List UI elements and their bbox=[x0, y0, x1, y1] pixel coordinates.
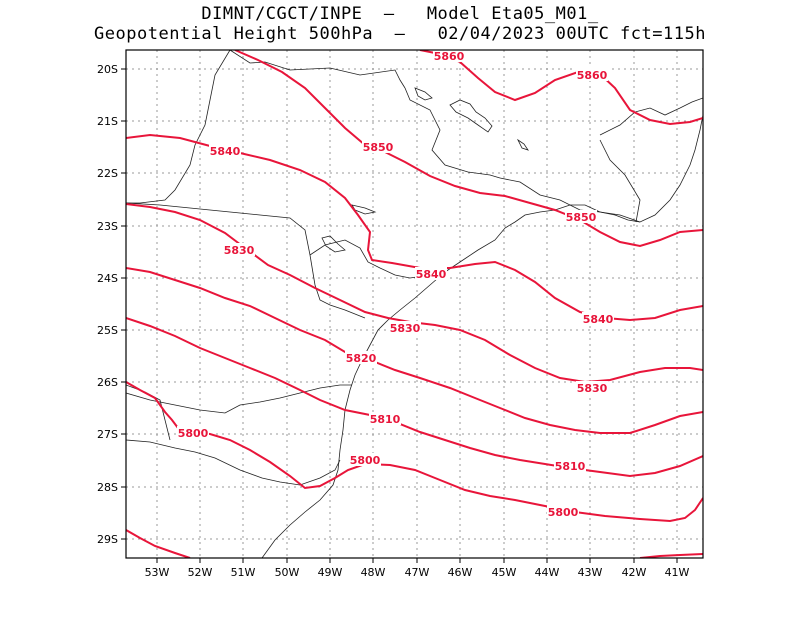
state-border-ms-pr bbox=[126, 202, 366, 319]
plot-frame bbox=[125, 49, 704, 559]
lat-tick-label: 20S bbox=[97, 63, 118, 76]
lon-tick-label: 49W bbox=[318, 566, 343, 579]
contour-label: 5860 bbox=[577, 69, 608, 82]
reservoir-4 bbox=[321, 235, 346, 253]
lat-tick-label: 24S bbox=[97, 272, 118, 285]
contour-label-bg bbox=[209, 144, 241, 157]
contour-label-bg bbox=[177, 426, 209, 439]
contour-label: 5800 bbox=[178, 427, 209, 440]
lat-lon-grid bbox=[126, 50, 703, 558]
lon-tick-label: 44W bbox=[535, 566, 560, 579]
lon-tick-label: 51W bbox=[231, 566, 256, 579]
lon-tick-label: 53W bbox=[145, 566, 170, 579]
contour-label-bg bbox=[349, 453, 381, 466]
contour-labels: 5860 5860 5850 5840 5850 5830 5840 5840 5830 5820… bbox=[177, 49, 614, 519]
reservoir-5 bbox=[516, 138, 529, 151]
state-border-es-rj bbox=[599, 139, 641, 223]
state-border-mg-es bbox=[599, 97, 703, 136]
contour-label: 5800 bbox=[548, 506, 579, 519]
lat-tick-label: 25S bbox=[97, 324, 118, 337]
contour-label-bg bbox=[369, 412, 401, 425]
contour-label-bg bbox=[582, 312, 614, 325]
lon-tick-label: 43W bbox=[578, 566, 603, 579]
contour-label: 5820 bbox=[346, 352, 377, 365]
lon-tick-label: 46W bbox=[448, 566, 473, 579]
lon-tick-label: 48W bbox=[361, 566, 386, 579]
contour-label-bg bbox=[433, 49, 465, 62]
map-title-line-1: DIMNT/CGCT/INPE – Model Eta05_M01_ bbox=[201, 4, 599, 24]
contour-5790-b bbox=[639, 553, 703, 558]
lat-tick-label: 23S bbox=[97, 220, 118, 233]
contour-label: 5810 bbox=[370, 413, 401, 426]
reservoir-2 bbox=[414, 87, 433, 101]
contour-label: 5810 bbox=[555, 460, 586, 473]
contour-label: 5840 bbox=[210, 145, 241, 158]
contour-label: 5850 bbox=[363, 141, 394, 154]
lon-tick-label: 47W bbox=[405, 566, 430, 579]
lat-tick-label: 28S bbox=[97, 481, 118, 494]
contour-label: 5840 bbox=[416, 268, 447, 281]
contour-label: 5860 bbox=[434, 50, 465, 63]
state-border-pr-sc bbox=[126, 384, 352, 414]
lon-tick-label: 45W bbox=[492, 566, 517, 579]
contour-5860-b bbox=[234, 50, 703, 248]
lat-tick-label: 21S bbox=[97, 115, 118, 128]
lat-tick-label: 22S bbox=[97, 167, 118, 180]
contour-label: 5830 bbox=[390, 322, 421, 335]
axis-labels: 20S 21S 22S 23S 24S 25S 26S 27S 28S 29S 53W 52W 51W 5… bbox=[97, 63, 690, 579]
contour-label-bg bbox=[345, 351, 377, 364]
height-contours bbox=[126, 50, 703, 558]
contour-label: 5840 bbox=[583, 313, 614, 326]
coastline-and-borders bbox=[126, 50, 703, 558]
contour-5810 bbox=[126, 317, 703, 478]
contour-label-bg bbox=[547, 505, 579, 518]
contour-label-bg bbox=[389, 321, 421, 334]
state-border-ms-sp bbox=[229, 50, 406, 89]
contour-label-bg bbox=[576, 68, 608, 81]
contour-label: 5830 bbox=[577, 382, 608, 395]
reservoir-1 bbox=[449, 99, 493, 133]
contour-label-bg bbox=[554, 459, 586, 472]
state-border-sc-rs bbox=[126, 439, 341, 486]
contour-label: 5800 bbox=[350, 454, 381, 467]
lon-tick-label: 52W bbox=[188, 566, 213, 579]
lat-tick-label: 27S bbox=[97, 428, 118, 441]
map-title-line-2: Geopotential Height 500hPa – 02/04/2023 … bbox=[94, 24, 706, 44]
contour-label-bg bbox=[223, 243, 255, 256]
lon-tick-label: 50W bbox=[275, 566, 300, 579]
contour-label: 5830 bbox=[224, 244, 255, 257]
lat-tick-label: 26S bbox=[97, 376, 118, 389]
lon-tick-label: 42W bbox=[622, 566, 647, 579]
contour-5790 bbox=[126, 529, 191, 558]
contour-5820 bbox=[126, 267, 703, 434]
contour-label: 5850 bbox=[566, 211, 597, 224]
contour-label-bg bbox=[576, 381, 608, 394]
contour-label-bg bbox=[362, 140, 394, 153]
contour-5800 bbox=[126, 381, 703, 523]
contour-label-bg bbox=[415, 267, 447, 280]
lat-tick-label: 29S bbox=[97, 533, 118, 546]
coastline-sp bbox=[444, 114, 703, 273]
state-border-sp-mg bbox=[404, 87, 501, 179]
coastline-pr-sc bbox=[261, 271, 446, 558]
lon-tick-label: 41W bbox=[665, 566, 690, 579]
contour-5860-a bbox=[419, 50, 703, 126]
contour-label-bg bbox=[565, 210, 597, 223]
state-border-ms-west bbox=[126, 50, 231, 204]
